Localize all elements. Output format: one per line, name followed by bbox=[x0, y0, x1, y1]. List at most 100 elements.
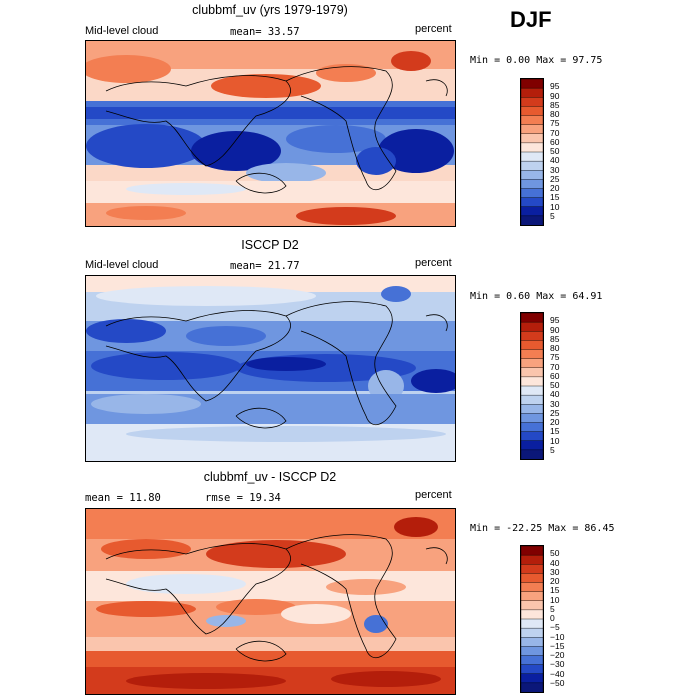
panel-2-colorbar-swatch bbox=[521, 404, 543, 414]
panel-3-colorbar-swatch bbox=[521, 591, 543, 602]
panel-1-colorbar-swatch bbox=[521, 106, 543, 117]
panel-1-colorbar-tick-label: 90 bbox=[550, 90, 560, 101]
panel-1-colorbar-swatch bbox=[521, 215, 543, 225]
panel-2-colorbar-tick-label: 95 bbox=[550, 315, 560, 326]
panel-3-colorbar-swatch bbox=[521, 582, 543, 593]
panel-3-colorbar-tick-label: 0 bbox=[550, 613, 555, 623]
panel-2-minmax: Min = 0.60 Max = 64.91 bbox=[470, 291, 603, 302]
panel-2-colorbar-swatch bbox=[521, 349, 543, 360]
panel-3-colorbar-swatch bbox=[521, 637, 543, 647]
panel-2-colorbar-swatch bbox=[521, 431, 543, 442]
panel-3-units: percent bbox=[415, 489, 452, 501]
panel-1-colorbar-tick-label: 5 bbox=[550, 210, 555, 221]
panel-1-mean: mean= 33.57 bbox=[230, 26, 300, 38]
season-label: DJF bbox=[510, 7, 552, 32]
panel-1-colorbar-swatch bbox=[521, 142, 543, 153]
panel-2-map bbox=[85, 275, 456, 462]
panel-1-colorbar-tick-label: 30 bbox=[550, 164, 560, 175]
panel-3-colorbar-tick-label: 10 bbox=[550, 594, 560, 605]
panel-1-colorbar-tick-label: 95 bbox=[550, 81, 560, 92]
panel-1-variable-label: Mid-level cloud bbox=[85, 25, 159, 37]
panel-3-colorbar-swatch bbox=[521, 573, 543, 584]
panel-2-colorbar-swatch bbox=[521, 449, 543, 459]
panel-3-colorbar-swatches bbox=[521, 546, 543, 692]
panel-1-colorbar bbox=[520, 78, 544, 226]
panel-2-title: ISCCP D2 bbox=[241, 238, 299, 252]
panel-1-colorbar-swatch bbox=[521, 87, 543, 98]
panel-2-colorbar-swatch bbox=[521, 394, 543, 405]
panel-3-colorbar-tick-label: −5 bbox=[550, 622, 560, 633]
panel-3-colorbar bbox=[520, 545, 544, 693]
panel-3-map bbox=[85, 508, 456, 695]
panel-1-colorbar-tick-label: 10 bbox=[550, 201, 560, 212]
panel-3-colorbar-tick-label: −50 bbox=[550, 677, 565, 688]
panel-1-colorbar-swatch bbox=[521, 133, 543, 144]
panel-2-colorbar-tick-label: 40 bbox=[550, 389, 560, 400]
panel-1-colorbar-swatches bbox=[521, 79, 543, 225]
panel-3-colorbar-tick-label: −30 bbox=[550, 659, 565, 670]
panel-2-colorbar-swatch bbox=[521, 376, 543, 387]
panel-1-map bbox=[85, 40, 456, 227]
panel-3-colorbar-tick-label: 40 bbox=[550, 557, 560, 568]
panel-3-colorbar-tick-label: 20 bbox=[550, 576, 560, 586]
panel-3-colorbar-swatch bbox=[521, 618, 543, 629]
panel-3-colorbar-tick-label: 30 bbox=[550, 566, 560, 577]
panel-1-colorbar-tick-label: 60 bbox=[550, 136, 560, 147]
panel-1-colorbar-swatch bbox=[521, 197, 543, 208]
panel-3-colorbar-swatch bbox=[521, 546, 543, 556]
panel-3-colorbar-swatch bbox=[521, 600, 543, 611]
panel-2-colorbar bbox=[520, 312, 544, 460]
panel-3-colorbar-tick-label: −15 bbox=[550, 640, 565, 651]
panel-2-colorbar-tick-label: 50 bbox=[550, 380, 560, 390]
panel-1-colorbar-swatch bbox=[521, 188, 543, 199]
panel-2-colorbar-tick-label: 60 bbox=[550, 370, 560, 381]
panel-2-units: percent bbox=[415, 257, 452, 269]
panel-1-colorbar-swatch bbox=[521, 79, 543, 89]
panel-3-colorbar-swatch bbox=[521, 655, 543, 666]
panel-2-colorbar-tick-label: 80 bbox=[550, 343, 560, 353]
panel-3-mean: mean = 11.80 bbox=[85, 492, 161, 504]
panel-2-colorbar-swatch bbox=[521, 313, 543, 323]
panel-2-colorbar-tick-label: 30 bbox=[550, 398, 560, 409]
panel-1-colorbar-tick-label: 15 bbox=[550, 192, 560, 203]
panel-2-colorbar-swatch bbox=[521, 367, 543, 378]
panel-3-colorbar-tick-label: 50 bbox=[550, 548, 560, 559]
panel-2-mean: mean= 21.77 bbox=[230, 260, 300, 272]
panel-1-map-plot bbox=[86, 41, 455, 226]
panel-3-colorbar-swatch bbox=[521, 664, 543, 675]
panel-1-colorbar-tick-label: 20 bbox=[550, 183, 560, 193]
panel-2-colorbar-swatch bbox=[521, 331, 543, 341]
panel-2-colorbar-swatch bbox=[521, 422, 543, 433]
panel-2-colorbar-tick-label: 75 bbox=[550, 352, 560, 363]
panel-1-colorbar-swatch bbox=[521, 97, 543, 107]
panel-1-colorbar-tick-label: 25 bbox=[550, 173, 560, 184]
panel-2-colorbar-swatch bbox=[521, 413, 543, 424]
panel-2-colorbar-swatches bbox=[521, 313, 543, 459]
panel-3-rmse: rmse = 19.34 bbox=[205, 492, 281, 504]
panel-3-colorbar-swatch bbox=[521, 609, 543, 620]
panel-1-colorbar-tick-label: 40 bbox=[550, 155, 560, 166]
panel-1-units: percent bbox=[415, 23, 452, 35]
panel-3-colorbar-swatch bbox=[521, 627, 543, 638]
panel-1-minmax: Min = 0.00 Max = 97.75 bbox=[470, 55, 603, 66]
panel-3-colorbar-swatch bbox=[521, 673, 543, 684]
panel-3-colorbar-swatch bbox=[521, 564, 543, 574]
panel-2-colorbar-swatch bbox=[521, 358, 543, 369]
panel-1-colorbar-swatch bbox=[521, 151, 543, 162]
panel-3-map-plot bbox=[86, 509, 455, 694]
panel-3-colorbar-swatch bbox=[521, 682, 543, 692]
panel-2-colorbar-tick-label: 70 bbox=[550, 361, 560, 372]
panel-1-title: clubbmf_uv (yrs 1979-1979) bbox=[192, 3, 348, 17]
panel-2-variable-label: Mid-level cloud bbox=[85, 259, 159, 271]
panel-2-colorbar-swatch bbox=[521, 340, 543, 351]
panel-2-colorbar-tick-label: 5 bbox=[550, 444, 555, 455]
panel-1-colorbar-tick-label: 75 bbox=[550, 118, 560, 129]
panel-3-title: clubbmf_uv - ISCCP D2 bbox=[203, 470, 337, 484]
panel-1-colorbar-swatch bbox=[521, 206, 543, 217]
panel-1-colorbar-tick-label: 50 bbox=[550, 146, 560, 156]
panel-3-minmax: Min = -22.25 Max = 86.45 bbox=[470, 523, 615, 534]
panel-1-colorbar-tick-label: 85 bbox=[550, 99, 560, 110]
panel-3-colorbar-tick-label: −40 bbox=[550, 668, 565, 679]
panel-1-colorbar-swatch bbox=[521, 124, 543, 135]
panel-2-colorbar-swatch bbox=[521, 440, 543, 451]
